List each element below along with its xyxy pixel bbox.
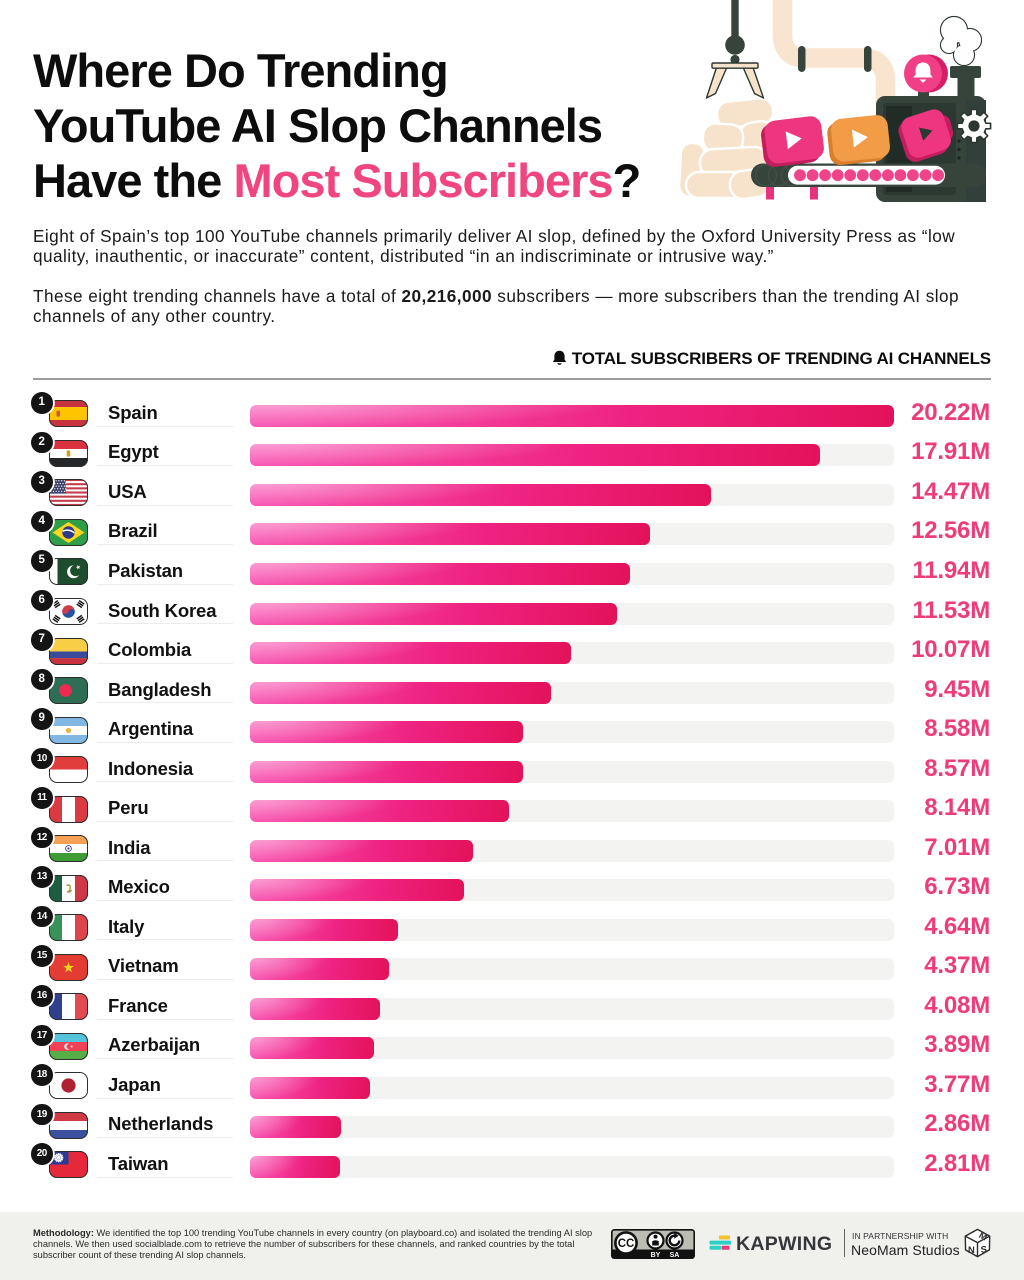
svg-text:SA: SA	[670, 1252, 680, 1259]
svg-text:N: N	[968, 1244, 975, 1255]
svg-text:S: S	[980, 1243, 987, 1254]
svg-text:CC: CC	[618, 1238, 635, 1250]
svg-text:BY: BY	[651, 1252, 661, 1259]
